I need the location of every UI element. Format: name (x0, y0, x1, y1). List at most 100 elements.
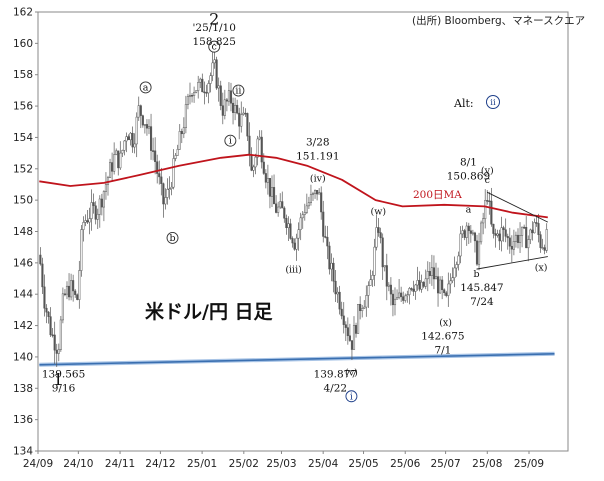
candle-body (272, 187, 276, 205)
candle-body (381, 237, 384, 268)
candle-body (275, 203, 278, 213)
triangle-layer (476, 191, 549, 270)
candle-body (301, 214, 304, 219)
candle-body (115, 150, 118, 155)
candle-body (398, 292, 401, 298)
candle-body (225, 99, 228, 102)
candle-body (492, 223, 495, 234)
candle-body (162, 183, 165, 205)
candle-body (445, 292, 448, 296)
y-tick-label: 154 (13, 132, 33, 144)
candle-body (521, 226, 524, 236)
candle-body (256, 138, 259, 158)
wave-label-circle (139, 81, 152, 94)
candle-body (412, 288, 415, 292)
candle-body (188, 95, 192, 97)
candle-body (373, 246, 376, 276)
candle-body (137, 105, 140, 118)
candle-body (219, 85, 222, 106)
candle-body (400, 292, 403, 297)
candle-body (125, 136, 128, 142)
price-annotation: 139.565 (42, 368, 85, 380)
candle-body (467, 225, 470, 231)
candle-body (147, 126, 151, 129)
candle-body (439, 279, 442, 294)
candle-body (201, 78, 204, 93)
x-tick-label: 25/07 (430, 458, 460, 470)
candle-body (193, 92, 196, 96)
candle-body (123, 140, 126, 151)
plot-frame (37, 11, 569, 452)
candle-body (59, 319, 62, 350)
wave-label-circle (224, 134, 237, 147)
candle-body (316, 190, 319, 195)
candle-body (510, 245, 513, 250)
price-annotation: '25/1/10 (193, 22, 236, 34)
candle-body (508, 237, 511, 247)
wave-label: b (169, 233, 175, 244)
candle-body (205, 92, 208, 94)
candle-body (250, 154, 253, 171)
candle-body (227, 90, 230, 102)
candle-body (141, 115, 144, 126)
candle-body (359, 303, 362, 312)
candle-body (156, 161, 159, 174)
candle-body (418, 280, 421, 290)
candle-body (197, 82, 200, 91)
x-tick-label: 25/06 (390, 458, 421, 470)
x-tick-label: 24/09 (23, 458, 53, 470)
candle-body (346, 327, 349, 337)
wave-label: (x) (535, 263, 548, 274)
wave-label: a (143, 82, 149, 93)
candle-body (350, 340, 353, 350)
candle-body (338, 291, 341, 310)
candle-body (299, 217, 302, 230)
wave-label-major: 1 (53, 370, 63, 389)
candle-body (344, 324, 347, 328)
candle-body (318, 192, 321, 195)
candle-body (176, 149, 179, 156)
candle-body (45, 307, 48, 313)
candle-body (234, 104, 237, 113)
candle-body (131, 132, 134, 148)
candle-body (426, 271, 429, 280)
candle-body (260, 136, 263, 163)
candle-body (424, 278, 427, 287)
candle-body (186, 96, 189, 105)
candle-body (252, 166, 255, 171)
x-tick-label: 25/04 (308, 458, 339, 470)
candle-body (166, 189, 169, 198)
candle-body (336, 291, 339, 295)
wave-label: i (350, 391, 353, 402)
candle-body (277, 206, 280, 213)
candle-body (389, 284, 392, 295)
candle-body (387, 284, 390, 287)
wave-label-circle (232, 84, 245, 97)
wave-label-circle (345, 390, 358, 403)
candle-body (406, 294, 409, 297)
candle-body (461, 230, 464, 235)
x-tick-label: 25/09 (514, 458, 544, 470)
candle-body (432, 267, 435, 280)
annotations: '25/1/10 158.825 3/28 151.191 8/1 150.869 139.… (42, 22, 504, 394)
candle-body (305, 205, 308, 213)
candle-body (457, 255, 460, 265)
candle-body (154, 150, 157, 162)
candle-body (455, 264, 458, 269)
x-tick-label: 25/08 (472, 458, 502, 470)
candle-body (357, 303, 360, 334)
y-tick-label: 150 (13, 195, 33, 207)
y-tick-label: 144 (13, 289, 33, 301)
source-label: (出所) Bloomberg、マネースクエア (412, 14, 585, 27)
triangle-upper-line (487, 191, 549, 223)
price-annotation: 158.825 (193, 36, 236, 48)
candle-body (480, 222, 483, 243)
candle-body (135, 116, 138, 145)
candle-body (199, 78, 202, 83)
candle-body (494, 233, 497, 236)
wave-label: (iii) (285, 264, 302, 275)
y-tick-label: 142 (13, 320, 33, 332)
candle-body (102, 191, 105, 208)
candle-body (451, 277, 454, 282)
candle-body (525, 226, 528, 249)
